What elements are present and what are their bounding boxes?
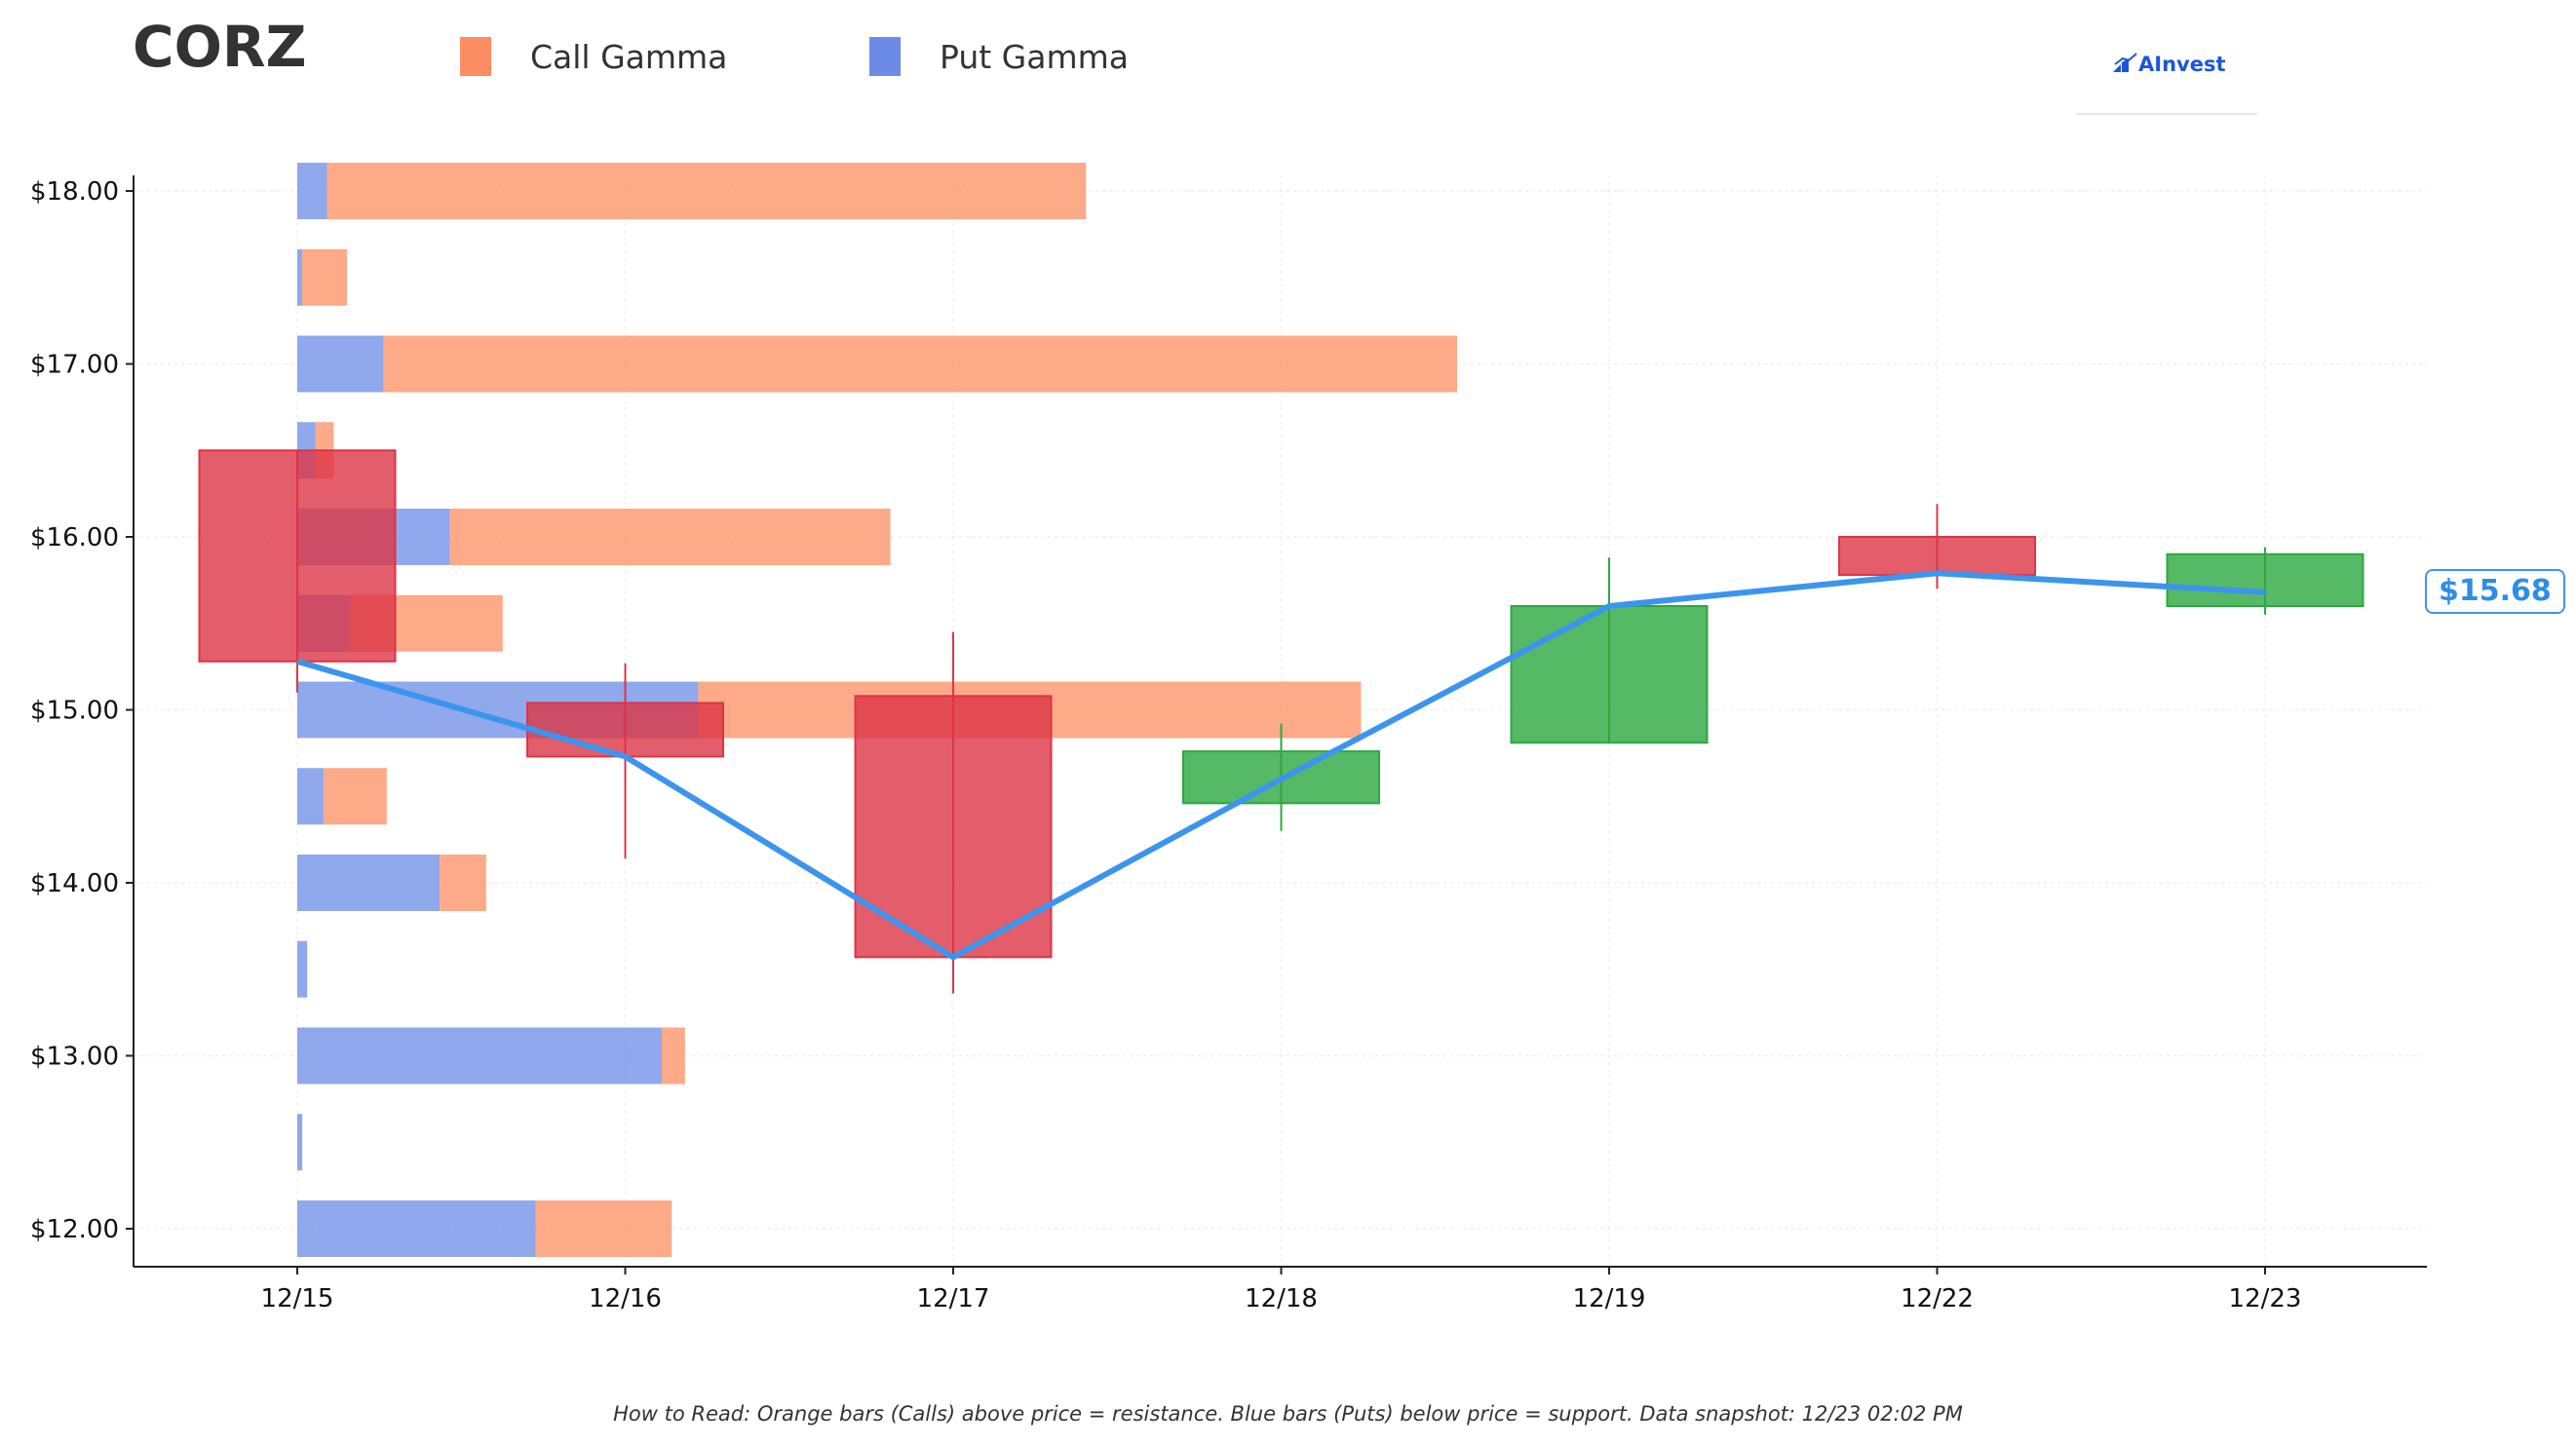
call-gamma-bar xyxy=(324,768,387,825)
legend-item-put-gamma: Put Gamma xyxy=(869,37,1129,76)
y-tick-label: $14.00 xyxy=(30,869,119,898)
x-tick-label: 12/15 xyxy=(261,1284,334,1313)
candle-body xyxy=(1510,605,1709,744)
x-tick-label: 12/23 xyxy=(2229,1284,2302,1313)
call-gamma-bar xyxy=(440,855,486,911)
call-gamma-bar xyxy=(535,1200,673,1257)
y-tick-label: $17.00 xyxy=(30,351,119,380)
candle-body xyxy=(1838,536,2036,577)
candle-body xyxy=(854,695,1053,959)
legend-label-call: Call Gamma xyxy=(530,37,728,76)
put-gamma-bar xyxy=(297,940,308,998)
close-price-line xyxy=(296,570,2266,961)
y-tick-label: $13.00 xyxy=(30,1043,119,1072)
x-tick-label: 12/16 xyxy=(589,1284,662,1313)
legend-label-put: Put Gamma xyxy=(940,37,1129,76)
y-tick-label: $15.00 xyxy=(30,697,119,726)
brand-name: AInvest xyxy=(2138,53,2226,76)
last-price-label: $15.68 xyxy=(2425,569,2565,614)
call-gamma-bar xyxy=(662,1027,685,1084)
put-gamma-bar xyxy=(297,768,325,825)
brand-chart-icon xyxy=(2113,53,2137,72)
x-tick-label: 12/22 xyxy=(1901,1284,1974,1313)
candle-body xyxy=(1182,750,1380,805)
chart-title: CORZ xyxy=(133,14,307,80)
y-tick-label: $18.00 xyxy=(30,177,119,207)
call-gamma-bar xyxy=(302,248,347,306)
y-tick-label: $16.00 xyxy=(30,523,119,552)
put-gamma-bar xyxy=(297,1027,662,1084)
call-gamma-swatch xyxy=(460,37,491,76)
call-gamma-bar xyxy=(449,509,891,565)
footnote: How to Read: Orange bars (Calls) above p… xyxy=(613,1402,1963,1426)
brand-logo: AInvest xyxy=(2076,49,2257,115)
y-tick-label: $12.00 xyxy=(30,1215,119,1244)
put-gamma-bar xyxy=(297,163,327,219)
x-tick-label: 12/19 xyxy=(1573,1284,1646,1313)
put-gamma-bar xyxy=(297,855,441,911)
x-tick-label: 12/18 xyxy=(1245,1284,1318,1313)
candle-body xyxy=(526,702,724,758)
legend-item-call-gamma: Call Gamma xyxy=(460,37,727,76)
call-gamma-bar xyxy=(383,335,1457,393)
put-gamma-bar xyxy=(297,1114,303,1171)
put-gamma-swatch xyxy=(869,37,901,76)
put-gamma-bar xyxy=(297,335,384,393)
put-gamma-bar xyxy=(297,1200,536,1257)
gamma-candlestick-chart: $12.00 $13.00 $14.00 $15.00 $16.00 $17.00 $18.… xyxy=(30,163,2427,1313)
put-gamma-bar xyxy=(297,248,303,306)
x-tick-label: 12/17 xyxy=(917,1284,990,1313)
call-gamma-bar xyxy=(327,163,1087,219)
candle-body xyxy=(198,449,397,663)
candle-body xyxy=(2166,552,2365,607)
